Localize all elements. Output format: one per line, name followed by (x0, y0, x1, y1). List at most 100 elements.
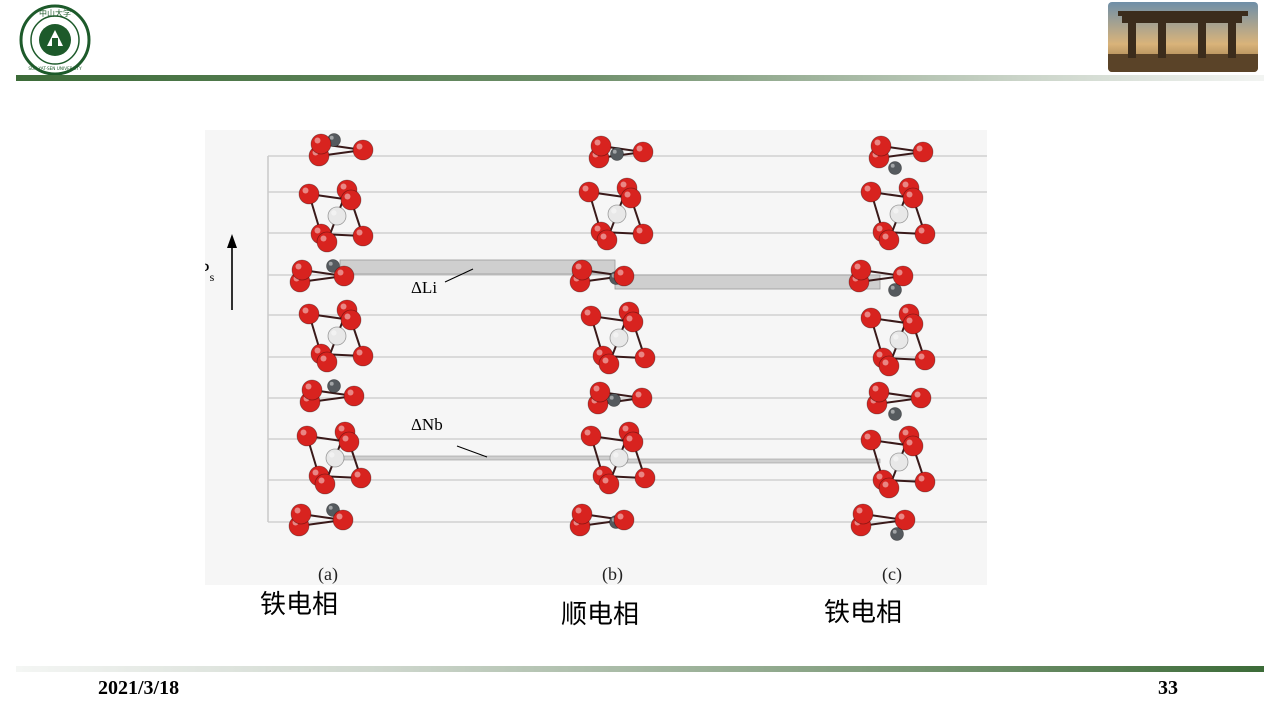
atom-highlight (336, 513, 343, 520)
atom-highlight (620, 181, 627, 188)
oxygen-atom (892, 265, 914, 287)
atom-highlight (918, 227, 925, 234)
atom-highlight (893, 456, 899, 462)
atom-highlight (617, 269, 624, 276)
atom-highlight (584, 429, 591, 436)
oxygen-atom (894, 509, 916, 531)
footer-date: 2021/3/18 (98, 677, 180, 699)
atom-highlight (344, 313, 351, 320)
oxygen-atom (914, 349, 936, 371)
lithium-niobate-structure-figure: Ps ΔLi ΔNb (a) (b) (c) (205, 130, 987, 585)
delta-li-pointer (444, 268, 474, 283)
niobium-atom (889, 330, 909, 350)
lithium-atom (888, 407, 902, 421)
oxygen-atom (912, 141, 934, 163)
atom-highlight (617, 513, 624, 520)
atom-highlight (314, 347, 321, 354)
atom-highlight (902, 429, 909, 436)
oxygen-atom (902, 313, 924, 335)
ps-label: Ps (205, 260, 215, 284)
niobium-atom (327, 326, 347, 346)
atom-highlight (864, 433, 871, 440)
lithium-atom (888, 161, 902, 175)
oxygen-atom (352, 225, 374, 247)
oxygen-atom (296, 425, 318, 447)
delta-nb-pointer (456, 445, 488, 458)
atom-highlight (302, 187, 309, 194)
oxygen-atom (631, 387, 653, 409)
atom-highlight (636, 145, 643, 152)
polarization-arrow (227, 234, 237, 310)
atom-highlight (890, 285, 895, 290)
atom-highlight (344, 193, 351, 200)
atom-highlight (906, 439, 913, 446)
oxygen-atom (314, 473, 336, 495)
atom-highlight (613, 452, 619, 458)
atom-highlight (314, 137, 321, 144)
atom-highlight (328, 505, 333, 510)
atom-highlight (636, 227, 643, 234)
niobium-atom (889, 452, 909, 472)
atom-highlight (329, 381, 334, 386)
oxygen-atom (578, 181, 600, 203)
atom-highlight (611, 208, 617, 214)
atom-highlight (893, 334, 899, 340)
atom-highlight (626, 435, 633, 442)
lithium-atom (888, 283, 902, 297)
atom-highlight (609, 395, 614, 400)
atom-highlight (356, 349, 363, 356)
atom-highlight (338, 425, 345, 432)
oxygen-atom (634, 347, 656, 369)
atom-highlight (329, 135, 334, 140)
niobium-atom (889, 204, 909, 224)
oxygen-atom (580, 425, 602, 447)
oxygen-atom (860, 429, 882, 451)
atom-highlight (635, 391, 642, 398)
atom-highlight (893, 208, 899, 214)
oxygen-atom (860, 307, 882, 329)
atom-highlight (331, 330, 337, 336)
delta-li-band-right (614, 274, 881, 290)
atom-highlight (305, 383, 312, 390)
oxygen-atom (340, 309, 362, 331)
atom-highlight (624, 191, 631, 198)
oxygen-atom (878, 229, 900, 251)
atom-highlight (638, 351, 645, 358)
oxygen-atom (589, 381, 611, 403)
atom-highlight (892, 529, 897, 534)
oxygen-atom (914, 471, 936, 493)
header-divider (16, 75, 1264, 81)
oxygen-atom (301, 379, 323, 401)
delta-li-label: ΔLi (411, 278, 437, 297)
oxygen-atom (598, 473, 620, 495)
atom-highlight (312, 469, 319, 476)
lithium-atom (890, 527, 904, 541)
oxygen-atom (914, 223, 936, 245)
oxygen-atom (590, 135, 612, 157)
caption-a: 铁电相 (260, 590, 339, 620)
oxygen-atom (316, 231, 338, 253)
oxygen-atom (352, 139, 374, 161)
oxygen-atom (860, 181, 882, 203)
delta-nb-band-right (614, 458, 881, 464)
atom-highlight (600, 233, 607, 240)
oxygen-atom (632, 141, 654, 163)
oxygen-atom (622, 431, 644, 453)
atom-highlight (854, 263, 861, 270)
oxygen-atom (868, 381, 890, 403)
oxygen-atom (598, 353, 620, 375)
atom-highlight (890, 163, 895, 168)
memorial-gate-photo (1108, 2, 1258, 72)
oxygen-atom (910, 387, 932, 409)
niobium-atom (609, 448, 629, 468)
oxygen-atom (350, 467, 372, 489)
oxygen-atom (291, 259, 313, 281)
atom-highlight (906, 317, 913, 324)
niobium-atom (609, 328, 629, 348)
oxygen-atom (634, 467, 656, 489)
atom-highlight (890, 409, 895, 414)
atom-highlight (864, 311, 871, 318)
atom-highlight (320, 355, 327, 362)
footer-divider (16, 666, 1264, 672)
atom-highlight (856, 507, 863, 514)
